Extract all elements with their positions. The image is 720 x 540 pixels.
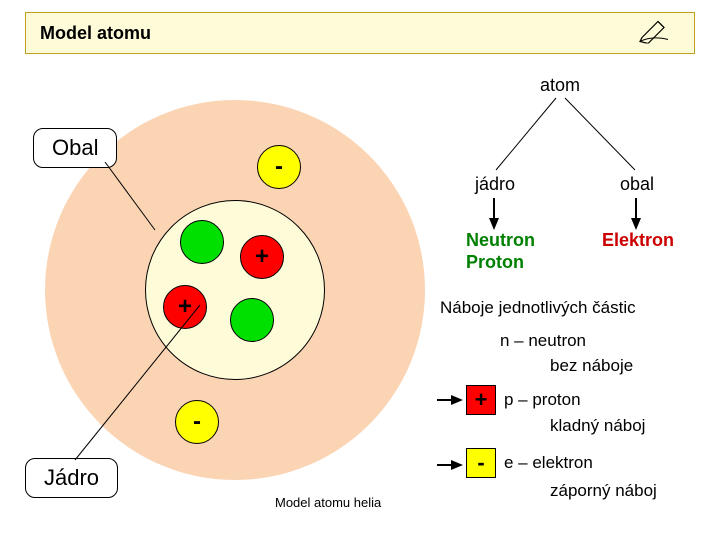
obal-label-box: Obal — [33, 128, 117, 168]
tree-atom: atom — [540, 75, 580, 96]
neutron-charge-line1: n – neutron — [500, 330, 586, 352]
minus-sign: - — [477, 450, 484, 476]
title-text: Model atomu — [40, 23, 151, 44]
electron-charge-row: - e – elektron — [466, 448, 593, 478]
tree-jadro: jádro — [475, 174, 515, 195]
electron-particle: - — [257, 145, 301, 189]
neutron-particle — [230, 298, 274, 342]
plus-charge-box: + — [466, 385, 496, 415]
title-bar: Model atomu — [25, 12, 695, 54]
pencil-icon — [638, 18, 672, 49]
minus-charge-box: - — [466, 448, 496, 478]
tree-elektron: Elektron — [602, 230, 674, 251]
tree-obal: obal — [620, 174, 654, 195]
diagram-caption: Model atomu helia — [275, 495, 381, 510]
tree-proton: Proton — [466, 252, 524, 273]
jadro-label: Jádro — [44, 465, 99, 490]
jadro-label-box: Jádro — [25, 458, 118, 498]
proton-charge-line2: kladný náboj — [550, 415, 645, 437]
neutron-charge-line2: bez náboje — [550, 355, 633, 377]
proton-particle: + — [240, 235, 284, 279]
proton-particle: + — [163, 285, 207, 329]
tree-neutron: Neutron — [466, 230, 535, 251]
charges-title: Náboje jednotlivých částic — [440, 298, 636, 318]
plus-sign: + — [475, 387, 488, 413]
electron-charge-line1: e – elektron — [504, 452, 593, 474]
obal-label: Obal — [52, 135, 98, 160]
proton-charge-row: + p – proton — [466, 385, 581, 415]
proton-charge-line1: p – proton — [504, 389, 581, 411]
electron-charge-line2: záporný náboj — [550, 480, 657, 502]
electron-particle: - — [175, 400, 219, 444]
neutron-particle — [180, 220, 224, 264]
